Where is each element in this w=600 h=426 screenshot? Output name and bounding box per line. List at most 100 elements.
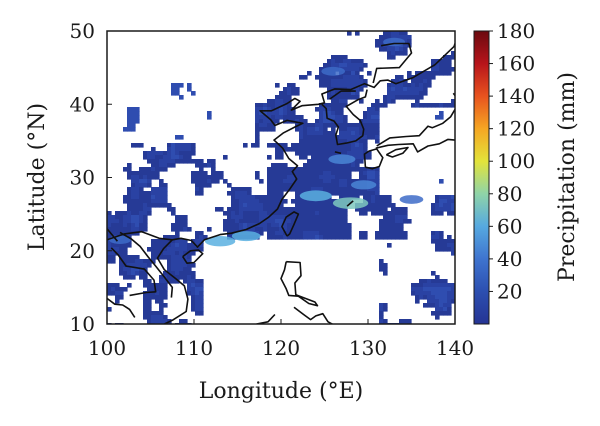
rain-cell (259, 119, 264, 124)
rain-cell (307, 159, 312, 164)
rain-cell (371, 167, 376, 172)
rain-cell (375, 135, 380, 140)
rain-cell (259, 223, 264, 228)
rain-cell (175, 135, 180, 140)
rain-cell (195, 187, 200, 192)
rain-cell (283, 219, 288, 224)
rain-cell (431, 207, 436, 212)
rain-cell (303, 187, 308, 192)
rain-cell (303, 167, 308, 172)
coast-shikoku (385, 146, 409, 158)
rain-cell (371, 107, 376, 112)
rain-cell (239, 211, 244, 216)
rain-cell (271, 219, 276, 224)
rain-cell (143, 307, 148, 312)
rain-cell (319, 163, 324, 168)
rain-cell (287, 171, 292, 176)
rain-cell (111, 231, 116, 236)
rain-cell (355, 131, 360, 136)
rain-cell (375, 39, 380, 44)
rain-cell (351, 163, 356, 168)
rain-cell (335, 211, 340, 216)
rain-cell (219, 207, 224, 212)
rain-cell (295, 147, 300, 152)
rain-cell (247, 195, 252, 200)
rain-cell (127, 191, 132, 196)
rain-cell (315, 159, 320, 164)
rain-cell (131, 107, 136, 112)
rain-cell (307, 183, 312, 188)
rain-cell (379, 307, 384, 312)
rain-cell (355, 151, 360, 156)
rain-cell (259, 123, 264, 128)
rain-cell (111, 215, 116, 220)
rain-cell (447, 299, 452, 304)
rain-cell (339, 191, 344, 196)
rain-cell (199, 187, 204, 192)
rain-cell (291, 215, 296, 220)
rain-cell (271, 175, 276, 180)
coast-okinawa (346, 200, 354, 207)
rain-cell (239, 223, 244, 228)
rain-cell (151, 283, 156, 288)
rain-cell (331, 175, 336, 180)
rain-cell (323, 203, 328, 208)
rain-cell (199, 243, 204, 248)
rain-cell (339, 163, 344, 168)
rain-cell (427, 283, 432, 288)
rain-cell (303, 227, 308, 232)
rain-cell (171, 87, 176, 92)
rain-cell (267, 111, 272, 116)
rain-cell (383, 203, 388, 208)
rain-cell (279, 223, 284, 228)
rain-cell (355, 155, 360, 160)
rain-cell (299, 147, 304, 152)
rain-cell (187, 251, 192, 256)
rain-cell (127, 223, 132, 228)
rain-cell (271, 127, 276, 132)
rain-cell (415, 299, 420, 304)
rain-cell (151, 311, 156, 316)
x-axis: 100 110 120 130 140 (88, 319, 474, 360)
rain-cell (371, 207, 376, 212)
rain-cell (271, 119, 276, 124)
rain-cell (343, 127, 348, 132)
rain-cell (363, 211, 368, 216)
rain-cell (131, 123, 136, 128)
rain-cell (299, 127, 304, 132)
rain-cell (375, 139, 380, 144)
rain-cell (339, 119, 344, 124)
rain-cell (355, 139, 360, 144)
rain-cell (139, 263, 144, 268)
rain-cell (259, 179, 264, 184)
rain-cell (227, 183, 232, 188)
rain-cell (167, 147, 172, 152)
rain-cell (187, 243, 192, 248)
rain-cell (323, 235, 328, 240)
rain-cell (343, 119, 348, 124)
rain-cell (411, 79, 416, 84)
rain-cell (115, 247, 120, 252)
rain-cell (287, 207, 292, 212)
rain-cell (375, 115, 380, 120)
rain-cell (323, 127, 328, 132)
rain-cell (343, 235, 348, 240)
rain-cell (303, 203, 308, 208)
rain-cell (163, 239, 168, 244)
rain-cell (271, 167, 276, 172)
rain-cell (335, 187, 340, 192)
rain-cell (295, 127, 300, 132)
rain-cell (175, 263, 180, 268)
rain-cell (127, 107, 132, 112)
rain-cell (123, 243, 128, 248)
rain-cell (451, 251, 455, 256)
rain-cell (395, 75, 400, 80)
rain-cell (299, 143, 304, 148)
rain-cell (347, 71, 352, 76)
rain-cell (267, 119, 272, 124)
rain-cell (335, 83, 340, 88)
rain-cell (131, 175, 136, 180)
rain-cell (187, 227, 192, 232)
rain-cell (327, 163, 332, 168)
rain-cell (339, 99, 344, 104)
